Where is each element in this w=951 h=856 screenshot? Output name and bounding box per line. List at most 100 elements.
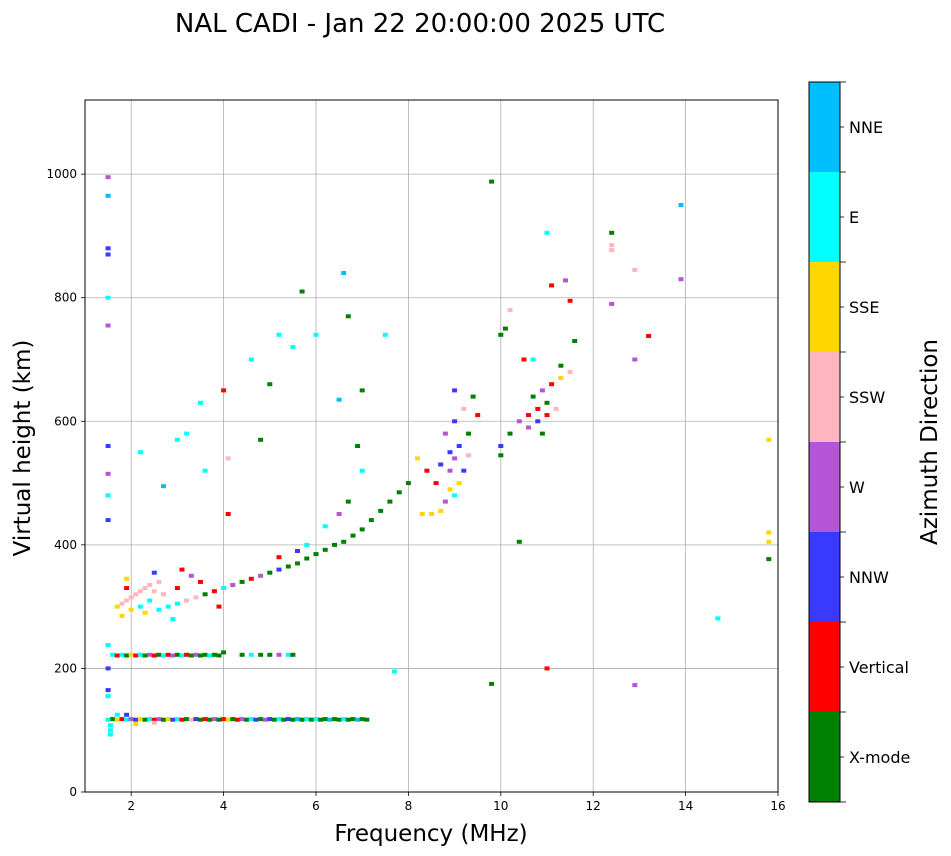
x-tick-label: 12 bbox=[586, 799, 601, 813]
data-point bbox=[313, 552, 319, 557]
data-point bbox=[276, 717, 282, 722]
data-point bbox=[179, 717, 185, 722]
colorbar-segment bbox=[809, 262, 840, 352]
data-point bbox=[105, 252, 111, 257]
data-point bbox=[544, 413, 550, 418]
data-point bbox=[567, 298, 573, 303]
colorbar-segment bbox=[809, 82, 840, 172]
data-point bbox=[170, 617, 176, 621]
data-point bbox=[267, 652, 273, 657]
data-point bbox=[355, 444, 361, 448]
data-point bbox=[119, 652, 125, 657]
data-point bbox=[355, 717, 361, 722]
data-point bbox=[174, 717, 180, 722]
data-point bbox=[632, 267, 638, 272]
data-point bbox=[498, 332, 504, 337]
data-point bbox=[119, 601, 125, 606]
data-point bbox=[230, 583, 236, 587]
data-point bbox=[452, 419, 458, 424]
data-point bbox=[105, 246, 111, 251]
data-point bbox=[609, 243, 615, 248]
data-point bbox=[133, 653, 139, 658]
data-point bbox=[456, 481, 462, 486]
data-point bbox=[507, 431, 513, 436]
data-point bbox=[276, 567, 282, 572]
data-point bbox=[392, 669, 397, 674]
data-point bbox=[539, 388, 545, 393]
data-point bbox=[198, 400, 203, 405]
plot-area bbox=[85, 100, 778, 792]
data-point bbox=[105, 295, 111, 300]
data-point bbox=[304, 717, 310, 722]
data-point bbox=[128, 595, 134, 600]
data-point bbox=[198, 717, 203, 722]
data-point bbox=[248, 717, 254, 722]
data-point bbox=[216, 604, 222, 609]
data-point bbox=[105, 518, 111, 523]
data-point bbox=[161, 484, 166, 489]
data-point bbox=[766, 539, 772, 544]
data-point bbox=[572, 339, 578, 343]
data-point bbox=[549, 382, 555, 387]
data-point bbox=[498, 444, 504, 448]
colorbar-segment bbox=[809, 172, 840, 262]
data-point bbox=[124, 653, 130, 658]
data-point bbox=[290, 717, 296, 722]
data-point bbox=[211, 717, 217, 722]
data-point bbox=[114, 604, 120, 609]
data-point bbox=[438, 462, 444, 467]
data-point bbox=[156, 652, 162, 657]
data-point bbox=[211, 652, 217, 657]
data-point bbox=[516, 539, 522, 544]
data-point bbox=[151, 570, 157, 575]
data-point bbox=[766, 557, 772, 562]
colorbar-tick-label: NNE bbox=[849, 118, 883, 137]
data-point bbox=[345, 717, 351, 722]
data-point bbox=[336, 397, 342, 402]
colorbar-frame bbox=[808, 81, 841, 803]
data-point bbox=[452, 493, 458, 498]
data-point bbox=[341, 539, 347, 544]
data-point bbox=[170, 653, 176, 658]
data-point bbox=[498, 453, 504, 458]
y-tick-label: 800 bbox=[54, 291, 77, 305]
data-point bbox=[202, 717, 208, 722]
data-point bbox=[535, 419, 541, 424]
data-point bbox=[142, 653, 148, 658]
data-point bbox=[133, 717, 139, 722]
data-point bbox=[174, 601, 180, 606]
data-point bbox=[124, 712, 130, 717]
data-point bbox=[128, 607, 134, 612]
data-point bbox=[133, 722, 139, 726]
data-point bbox=[267, 570, 273, 575]
data-point bbox=[387, 499, 393, 504]
data-point bbox=[216, 717, 222, 722]
x-tick-label: 4 bbox=[220, 799, 228, 813]
data-point bbox=[156, 717, 162, 722]
data-point bbox=[285, 652, 291, 657]
data-point bbox=[198, 653, 203, 658]
data-point bbox=[258, 652, 264, 657]
colorbar-tick-label: SSE bbox=[849, 298, 879, 317]
data-point bbox=[405, 481, 411, 486]
data-point bbox=[322, 547, 328, 552]
data-point bbox=[156, 607, 162, 612]
data-point bbox=[678, 203, 684, 207]
data-point bbox=[114, 653, 120, 658]
data-point bbox=[202, 468, 208, 473]
data-point bbox=[632, 357, 638, 362]
data-point bbox=[225, 717, 231, 722]
data-point bbox=[147, 598, 153, 603]
data-point bbox=[105, 193, 111, 198]
data-point bbox=[322, 717, 328, 722]
colorbar-segment bbox=[809, 622, 840, 712]
colorbar-segment bbox=[809, 712, 840, 802]
data-point bbox=[766, 530, 772, 535]
data-point bbox=[442, 499, 448, 504]
data-point bbox=[332, 542, 337, 547]
colorbar: X-mode Vertical NNW W SSW SSE E NNE bbox=[808, 81, 910, 803]
data-point bbox=[198, 579, 203, 584]
data-point bbox=[239, 579, 245, 584]
x-tick-label: 8 bbox=[405, 799, 413, 813]
data-point bbox=[530, 394, 536, 399]
